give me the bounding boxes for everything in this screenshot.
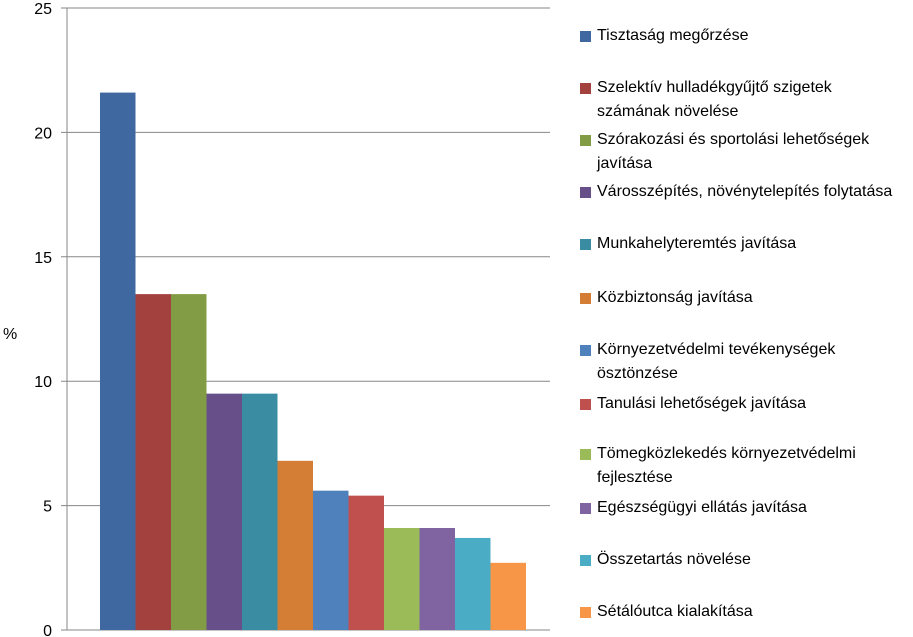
legend-label: Környezetvédelmi tevékenységek ösztönzés… [597, 341, 836, 382]
legend-swatch [580, 293, 591, 304]
legend-swatch [580, 187, 591, 198]
legend-item: Szelektív hulladékgyűjtő szigetek számán… [580, 76, 910, 124]
legend-swatch [580, 83, 591, 94]
y-tick-label: 10 [34, 374, 52, 391]
legend-item: Tanulási lehetőségek javítása [580, 392, 910, 416]
legend-label: Tömegközlekedés környezetvédelmi fejlesz… [597, 445, 856, 486]
y-tick-label: 25 [34, 1, 52, 18]
y-tick-label: 0 [43, 623, 52, 637]
legend-label: Tanulási lehetőségek javítása [597, 395, 807, 412]
legend-label: Városszépítés, növénytelepítés folytatás… [597, 183, 893, 200]
y-tick-label: 20 [34, 125, 52, 142]
legend-item: Egészségügyi ellátás javítása [580, 496, 910, 520]
bar [490, 562, 526, 630]
legend-label: Sétálóutca kialakítása [597, 603, 753, 620]
plot-area: 0 5 10 15 20 25 [34, 1, 550, 637]
legend-label: Közbiztonság javítása [597, 289, 753, 306]
legend-swatch [580, 503, 591, 514]
legend-item: Tömegközlekedés környezetvédelmi fejlesz… [580, 442, 910, 490]
bar [206, 393, 242, 630]
legend-label: Összetartás növelése [597, 551, 751, 568]
legend-item: Városszépítés, növénytelepítés folytatás… [580, 180, 910, 204]
bar [100, 92, 136, 631]
legend-item: Közbiztonság javítása [580, 286, 910, 310]
legend-item: Sétálóutca kialakítása [580, 600, 910, 624]
y-tick-label: 15 [34, 250, 52, 267]
legend-label: Szórakozási és sportolási lehetőségek ja… [597, 131, 870, 172]
bar [171, 294, 207, 630]
y-axis-label: % [3, 326, 18, 343]
legend-swatch [580, 607, 591, 618]
legend-swatch [580, 345, 591, 356]
legend-label: Munkahelyteremtés javítása [597, 235, 797, 252]
y-tick-label: 5 [43, 499, 52, 516]
legend-swatch [580, 449, 591, 460]
legend-swatch [580, 555, 591, 566]
bar [313, 490, 349, 630]
bar [135, 294, 171, 630]
legend-item: Tisztaság megőrzése [580, 24, 910, 48]
legend-swatch [580, 239, 591, 250]
bar [455, 537, 491, 630]
legend-item: Környezetvédelmi tevékenységek ösztönzés… [580, 338, 910, 386]
bar [348, 495, 384, 630]
legend-item: Szórakozási és sportolási lehetőségek ja… [580, 128, 910, 176]
legend-item: Összetartás növelése [580, 548, 910, 572]
legend-swatch [580, 31, 591, 42]
bar [277, 460, 313, 630]
legend-swatch [580, 135, 591, 146]
legend-label: Egészségügyi ellátás javítása [597, 499, 807, 516]
legend-swatch [580, 399, 591, 410]
legend-label: Tisztaság megőrzése [597, 27, 749, 44]
legend-item: Munkahelyteremtés javítása [580, 232, 910, 256]
legend-label: Szelektív hulladékgyűjtő szigetek számán… [597, 79, 832, 120]
bar [242, 393, 278, 630]
bar [419, 527, 455, 630]
legend: Tisztaság megőrzése Szelektív hulladékgyű… [580, 0, 913, 637]
bar [384, 527, 420, 630]
